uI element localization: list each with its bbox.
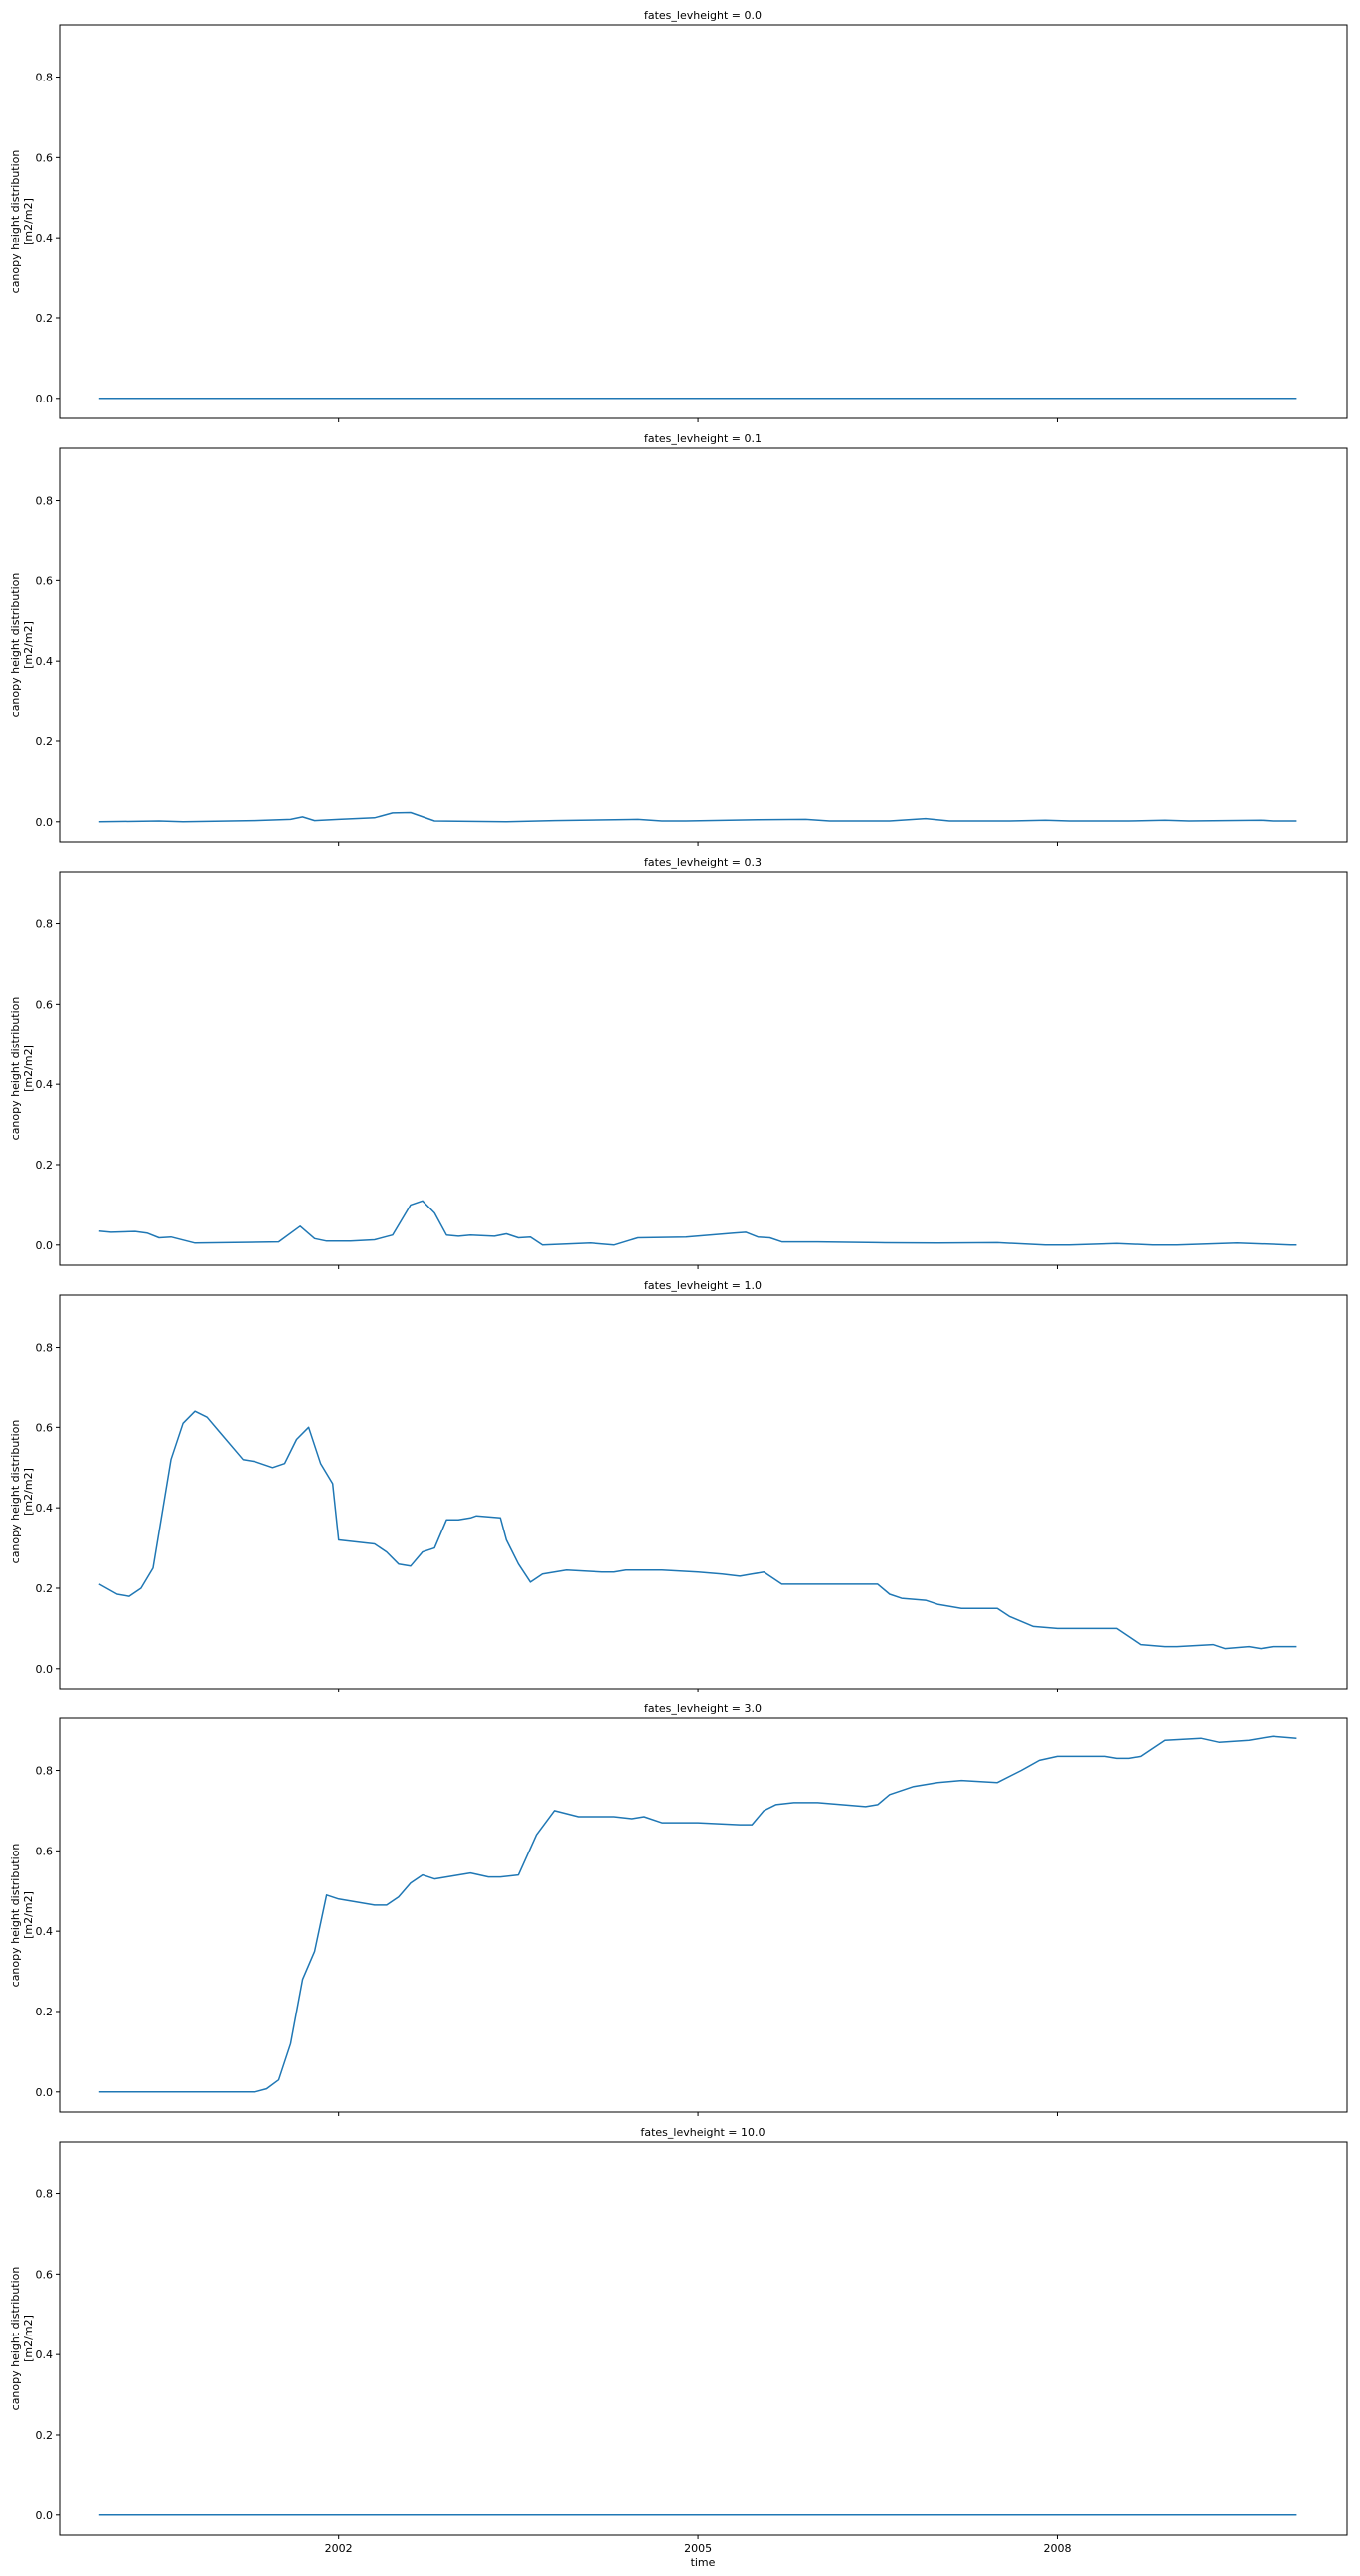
axes-frame bbox=[59, 1717, 1348, 2113]
y-tick-label: 0.4 bbox=[36, 2348, 54, 2361]
panel-3: fates_levheight = 1.0 canopy height dist… bbox=[9, 1279, 1348, 1692]
panel-title: fates_levheight = 0.0 bbox=[644, 9, 762, 22]
panel-5: fates_levheight = 10.0 canopy height dis… bbox=[9, 2126, 1348, 2555]
y-tick-label: 0.2 bbox=[36, 2429, 54, 2442]
y-axis-label-line2: [m2/m2] bbox=[22, 621, 35, 669]
x-tick-label: 2008 bbox=[1043, 2542, 1071, 2555]
y-tick-label: 0.8 bbox=[36, 918, 54, 931]
y-ticks: 0.0 0.2 0.4 0.6 0.8 bbox=[36, 2188, 60, 2522]
y-axis-label-line1: canopy height distribution bbox=[9, 1420, 22, 1564]
panel-title: fates_levheight = 10.0 bbox=[640, 2126, 765, 2139]
y-axis-label-line2: [m2/m2] bbox=[22, 1891, 35, 1939]
y-ticks: 0.0 0.2 0.4 0.6 0.8 bbox=[36, 918, 60, 1252]
y-tick-label: 0.0 bbox=[36, 1239, 54, 1252]
y-tick-label: 0.8 bbox=[36, 1765, 54, 1778]
y-tick-label: 0.2 bbox=[36, 735, 54, 748]
y-tick-label: 0.6 bbox=[36, 574, 54, 587]
y-ticks: 0.0 0.2 0.4 0.6 0.8 bbox=[36, 1342, 60, 1676]
plot-area bbox=[98, 1410, 1297, 1650]
panel-title: fates_levheight = 0.3 bbox=[644, 856, 762, 869]
series-line bbox=[98, 811, 1297, 823]
y-tick-label: 0.4 bbox=[36, 655, 54, 668]
y-tick-label: 0.0 bbox=[36, 816, 54, 829]
y-tick-label: 0.8 bbox=[36, 72, 54, 84]
y-ticks: 0.0 0.2 0.4 0.6 0.8 bbox=[36, 72, 60, 405]
plot-area bbox=[98, 1735, 1297, 2093]
x-tick-label: 2002 bbox=[325, 2542, 353, 2555]
x-ticks: 2002 2005 2008 bbox=[325, 2535, 1071, 2555]
axes-frame bbox=[59, 2141, 1348, 2536]
axes-frame bbox=[59, 871, 1348, 1266]
y-axis-label-line1: canopy height distribution bbox=[9, 573, 22, 718]
y-axis-label-line2: [m2/m2] bbox=[22, 2315, 35, 2362]
y-tick-label: 0.4 bbox=[36, 1078, 54, 1091]
panel-4: fates_levheight = 3.0 canopy height dist… bbox=[9, 1702, 1348, 2116]
y-tick-label: 0.2 bbox=[36, 1159, 54, 1172]
panel-0: fates_levheight = 0.0 canopy height dist… bbox=[9, 9, 1348, 422]
y-tick-label: 0.2 bbox=[36, 312, 54, 325]
y-tick-label: 0.6 bbox=[36, 2268, 54, 2281]
y-axis-label-line1: canopy height distribution bbox=[9, 150, 22, 294]
y-tick-label: 0.2 bbox=[36, 1582, 54, 1595]
y-ticks: 0.0 0.2 0.4 0.6 0.8 bbox=[36, 1765, 60, 2099]
y-axis-label-line2: [m2/m2] bbox=[22, 198, 35, 245]
y-tick-label: 0.4 bbox=[36, 1502, 54, 1515]
x-tick-label: 2005 bbox=[684, 2542, 712, 2555]
y-axis-label-line1: canopy height distribution bbox=[9, 1844, 22, 1988]
series-line bbox=[98, 1735, 1297, 2093]
y-tick-label: 0.6 bbox=[36, 151, 54, 164]
x-ticks bbox=[338, 1265, 1058, 1269]
y-axis-label-line2: [m2/m2] bbox=[22, 1468, 35, 1516]
x-ticks bbox=[338, 1689, 1058, 1692]
panel-2: fates_levheight = 0.3 canopy height dist… bbox=[9, 856, 1348, 1269]
y-axis-label-line1: canopy height distribution bbox=[9, 2267, 22, 2411]
y-tick-label: 0.8 bbox=[36, 495, 54, 508]
axes-frame bbox=[59, 1294, 1348, 1690]
y-tick-label: 0.8 bbox=[36, 2188, 54, 2201]
x-axis-label: time bbox=[691, 2556, 716, 2569]
x-ticks bbox=[338, 2112, 1058, 2116]
panel-title: fates_levheight = 3.0 bbox=[644, 1702, 762, 1715]
series-line bbox=[98, 1410, 1297, 1650]
y-ticks: 0.0 0.2 0.4 0.6 0.8 bbox=[36, 495, 60, 829]
y-tick-label: 0.8 bbox=[36, 1342, 54, 1355]
x-ticks bbox=[338, 842, 1058, 846]
panel-1: fates_levheight = 0.1 canopy height dist… bbox=[9, 432, 1348, 846]
panel-title: fates_levheight = 0.1 bbox=[644, 432, 762, 445]
axes-frame bbox=[59, 24, 1348, 419]
y-tick-label: 0.6 bbox=[36, 998, 54, 1011]
y-tick-label: 0.0 bbox=[36, 1663, 54, 1676]
y-axis-label-line2: [m2/m2] bbox=[22, 1045, 35, 1092]
plot-area bbox=[98, 811, 1297, 823]
axes-frame bbox=[59, 447, 1348, 843]
y-axis-label-line1: canopy height distribution bbox=[9, 997, 22, 1141]
y-tick-label: 0.4 bbox=[36, 232, 54, 244]
y-tick-label: 0.0 bbox=[36, 393, 54, 405]
series-line bbox=[98, 1200, 1297, 1246]
panel-title: fates_levheight = 1.0 bbox=[644, 1279, 762, 1292]
plot-area bbox=[98, 1200, 1297, 1246]
y-tick-label: 0.0 bbox=[36, 2086, 54, 2099]
y-tick-label: 0.2 bbox=[36, 2006, 54, 2018]
y-tick-label: 0.4 bbox=[36, 1925, 54, 1938]
y-tick-label: 0.6 bbox=[36, 1421, 54, 1434]
y-tick-label: 0.6 bbox=[36, 1845, 54, 1857]
x-ticks bbox=[338, 418, 1058, 422]
y-tick-label: 0.0 bbox=[36, 2509, 54, 2522]
